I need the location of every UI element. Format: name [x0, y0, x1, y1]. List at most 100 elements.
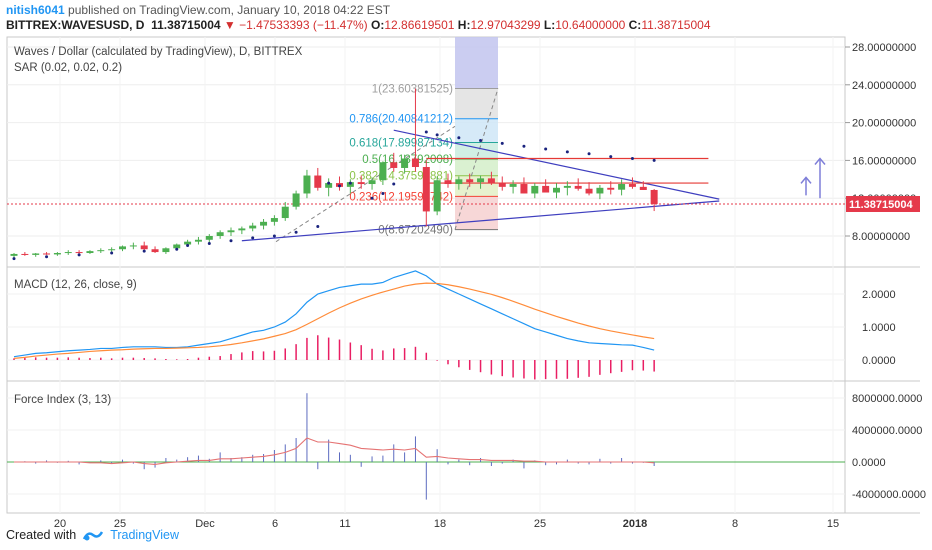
macd-pane [13, 270, 655, 380]
time-axis-label: 2018 [623, 518, 647, 530]
sar-dot [77, 253, 81, 257]
macd-axis-label: 0.0000 [862, 355, 896, 367]
candle-body [357, 182, 365, 185]
force-axis-label: 8000000.0000 [852, 393, 922, 405]
candle-body [379, 162, 387, 181]
candle-body [303, 175, 311, 194]
candle-body [249, 225, 257, 229]
candle-body [390, 162, 398, 168]
sar-dots [12, 130, 656, 261]
candle-body [422, 167, 430, 212]
open-label: O: [371, 18, 385, 32]
fib-zone [455, 142, 498, 160]
close-label: C: [628, 18, 642, 32]
candle-body [43, 253, 51, 255]
macd-axis-label: 2.0000 [862, 289, 896, 301]
candle-body [10, 253, 18, 256]
candle-body [542, 185, 550, 193]
candle-body [466, 179, 474, 183]
low-value: 10.64000000 [555, 18, 626, 32]
symbol-bar: BITTREX:WAVESUSD, D 11.38715004 ▼ −1.475… [6, 18, 711, 32]
candle-body [184, 241, 192, 245]
candle-body [194, 239, 202, 242]
candle-body [97, 250, 105, 252]
candle-body [270, 218, 278, 222]
fib-zone [455, 175, 498, 197]
sar-dot [609, 155, 613, 159]
high-value: 12.97043299 [470, 18, 541, 32]
time-axis-label: 6 [272, 518, 278, 530]
candle-body [314, 175, 322, 188]
time-axis-label: 8 [732, 518, 738, 530]
sar-dot [544, 147, 548, 151]
candle-body [477, 178, 485, 183]
candle-body [509, 184, 517, 187]
sar-dot [565, 150, 569, 154]
author-link[interactable]: nitish6041 [6, 3, 65, 17]
candle-body [140, 245, 148, 250]
candle-body [628, 184, 636, 187]
tradingview-link[interactable]: TradingView [110, 528, 179, 542]
candle-body [650, 189, 658, 204]
sar-label: SAR (0.02, 0.02, 0.2) [14, 62, 122, 74]
sar-dot [381, 191, 385, 195]
candle-body [585, 188, 593, 194]
sar-dot [251, 236, 255, 240]
sar-dot [479, 139, 483, 143]
sar-dot [435, 133, 439, 137]
close-value: 11.38715004 [641, 18, 711, 32]
chart-frame [6, 36, 846, 514]
force-axis-label: 4000000.0000 [852, 425, 922, 437]
fib-zone [455, 118, 498, 143]
sar-dot [142, 249, 146, 253]
candle-body [498, 183, 506, 187]
candle-body [86, 251, 94, 254]
last-price: 11.38715004 [151, 18, 221, 32]
price-change: −1.47533393 (−11.47%) [239, 18, 368, 32]
candle-body [151, 249, 159, 253]
sar-dot [348, 181, 352, 185]
fib-retracement[interactable]: 1(23.60381525) 0.786(20.40841212) 0.618(17… [275, 37, 499, 243]
candle-body [455, 179, 463, 185]
candle-body [444, 180, 452, 185]
candle-body [639, 186, 647, 190]
sar-dot [175, 247, 179, 251]
sar-dot [392, 182, 396, 186]
candle-body [216, 232, 224, 236]
candle-body [32, 253, 40, 255]
sar-dot [229, 239, 233, 243]
force-axis-label: 0.0000 [852, 457, 886, 469]
sar-dot [500, 141, 504, 145]
macd-signal-line [13, 282, 655, 359]
open-value: 12.86619501 [384, 18, 455, 32]
macd-label: MACD (12, 26, close, 9) [14, 279, 137, 291]
time-axis-label: 25 [534, 518, 546, 530]
candle-body [487, 178, 495, 184]
sar-dot [294, 230, 298, 234]
sar-dot [45, 255, 49, 259]
candle-body [574, 185, 582, 189]
trendlines[interactable] [7, 129, 845, 242]
sar-dot [12, 257, 16, 261]
candle-body [411, 158, 419, 168]
created-with-text: Created with [6, 528, 77, 542]
candle-body [64, 252, 72, 254]
candle-body [531, 185, 539, 194]
force-label: Force Index (3, 13) [14, 394, 111, 406]
sar-dot [272, 234, 276, 238]
candles [10, 88, 658, 258]
candle-body [563, 185, 571, 188]
price-axis-label: 16.00000000 [852, 155, 916, 167]
symbol-name: BITTREX:WAVESUSD, D [6, 18, 145, 32]
candle-body [260, 221, 268, 226]
trendline-support [241, 200, 720, 242]
candle-body [368, 180, 376, 185]
force-pane [7, 393, 845, 500]
candle-body [238, 228, 246, 231]
down-arrow-icon: ▼ [223, 18, 236, 32]
force-axis-label: -4000000.0000 [852, 489, 926, 501]
sar-dot [630, 157, 634, 161]
time-axis-label: 15 [827, 518, 839, 530]
time-axis-label: Dec [195, 518, 215, 530]
